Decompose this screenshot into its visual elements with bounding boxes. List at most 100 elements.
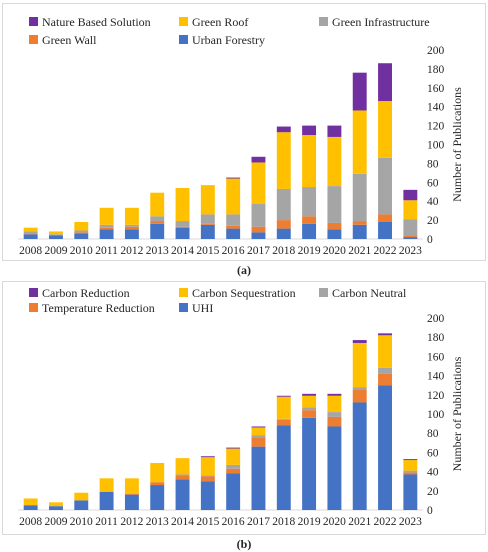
bar-segment	[226, 225, 241, 229]
bar-segment	[378, 214, 392, 222]
x-tick-label: 2008	[19, 516, 42, 528]
y-tick-label: 20	[427, 486, 439, 498]
bar-segment	[226, 473, 241, 510]
bar-segment	[276, 419, 291, 426]
bar-segment	[302, 393, 317, 396]
bar-segment	[302, 216, 317, 224]
bar-segment	[74, 500, 89, 510]
x-tick-label: 2013	[146, 245, 169, 257]
bar-segment	[200, 223, 215, 225]
bar-segment	[378, 63, 392, 102]
y-tick-label: 140	[427, 102, 445, 114]
bar-segment	[378, 157, 392, 215]
legend-label: Nature Based Solution	[42, 15, 151, 29]
legend-swatch	[29, 17, 38, 26]
bar-segment	[352, 110, 367, 174]
x-tick-label: 2010	[70, 245, 93, 257]
bar-segment	[378, 335, 392, 368]
y-tick-label: 200	[427, 313, 445, 325]
bar-segment	[23, 233, 38, 235]
bar-segment	[175, 474, 190, 476]
bar-segment	[403, 470, 418, 473]
bar-segment	[327, 125, 342, 137]
bar-segment	[175, 475, 190, 480]
x-tick-label: 2021	[348, 516, 371, 528]
caption-a-label: (a)	[237, 263, 251, 277]
y-axis-label: Number of Publications	[450, 356, 464, 471]
legend-label: Green Roof	[192, 15, 248, 29]
bar-segment	[150, 216, 165, 222]
x-tick-label: 2017	[247, 516, 270, 528]
bar-segment	[302, 395, 317, 408]
bar-segment	[327, 426, 342, 510]
x-tick-label: 2008	[19, 245, 42, 257]
bar-segment	[74, 232, 89, 234]
y-tick-label: 100	[427, 140, 445, 152]
bar-segment	[378, 221, 392, 239]
bar-segment	[403, 472, 418, 475]
x-tick-label: 2022	[374, 516, 397, 528]
y-tick-label: 140	[427, 371, 445, 383]
bar-segment	[302, 125, 317, 136]
bar-segment	[226, 468, 241, 474]
bar-segment	[352, 224, 367, 239]
bar-segment	[124, 494, 139, 510]
chart-panel-a: Nature Based Solution Green Roof Green Inf…	[2, 3, 486, 261]
x-tick-label: 2016	[222, 516, 245, 528]
x-tick-label: 2013	[146, 516, 169, 528]
y-tick-label: 180	[427, 332, 445, 344]
bar-segment	[99, 491, 114, 510]
bar-segment	[327, 393, 342, 396]
legend-label: Temperature Reduction	[42, 301, 155, 315]
bar-segment	[200, 214, 215, 224]
bar-segment	[23, 227, 38, 232]
bar-segment	[49, 506, 63, 510]
x-tick-label: 2010	[70, 516, 93, 528]
bar-segment	[226, 228, 241, 239]
legend-swatch	[179, 35, 188, 44]
bar-segment	[276, 132, 291, 189]
x-tick-label: 2009	[44, 516, 67, 528]
bar-segment	[23, 234, 38, 239]
x-tick-label: 2022	[374, 245, 397, 257]
x-tick-label: 2016	[222, 245, 245, 257]
bar-segment	[251, 427, 266, 436]
bar-segment	[251, 204, 266, 227]
bar-segment	[352, 387, 367, 390]
bar-segment	[352, 221, 367, 225]
y-tick-label: 20	[427, 215, 439, 227]
bar-segment	[276, 395, 291, 397]
y-tick-label: 80	[427, 428, 439, 440]
caption-a: (a)	[0, 263, 488, 278]
bar-segment	[150, 482, 165, 486]
bar-segment	[99, 227, 114, 230]
y-tick-label: 60	[427, 177, 439, 189]
bar-segment	[378, 373, 392, 386]
legend-swatch	[179, 17, 188, 26]
x-tick-label: 2021	[348, 245, 371, 257]
bar-segment	[276, 425, 291, 510]
bar-segment	[200, 457, 215, 476]
legend-label: Green Infrastructure	[332, 15, 430, 29]
bar-segment	[150, 462, 165, 483]
bar-segment	[175, 187, 190, 222]
bar-segment	[352, 390, 367, 403]
bar-segment	[251, 435, 266, 438]
legend-swatch	[179, 303, 188, 312]
bar-segment	[403, 460, 418, 471]
x-tick-label: 2020	[323, 245, 346, 257]
bar-segment	[200, 476, 215, 482]
bar-segment	[403, 219, 418, 236]
bar-segment	[226, 464, 241, 469]
bar-segment	[327, 412, 342, 417]
legend-label: Urban Forestry	[192, 33, 265, 47]
x-tick-label: 2020	[323, 516, 346, 528]
y-tick-label: 0	[427, 234, 433, 246]
bar-segment	[150, 485, 165, 510]
y-tick-label: 0	[427, 505, 433, 517]
legend-swatch	[179, 288, 188, 297]
legend-label: UHI	[192, 301, 213, 315]
bar-segment	[302, 410, 317, 418]
bar-segment	[124, 226, 139, 230]
bar-segment	[49, 235, 63, 239]
